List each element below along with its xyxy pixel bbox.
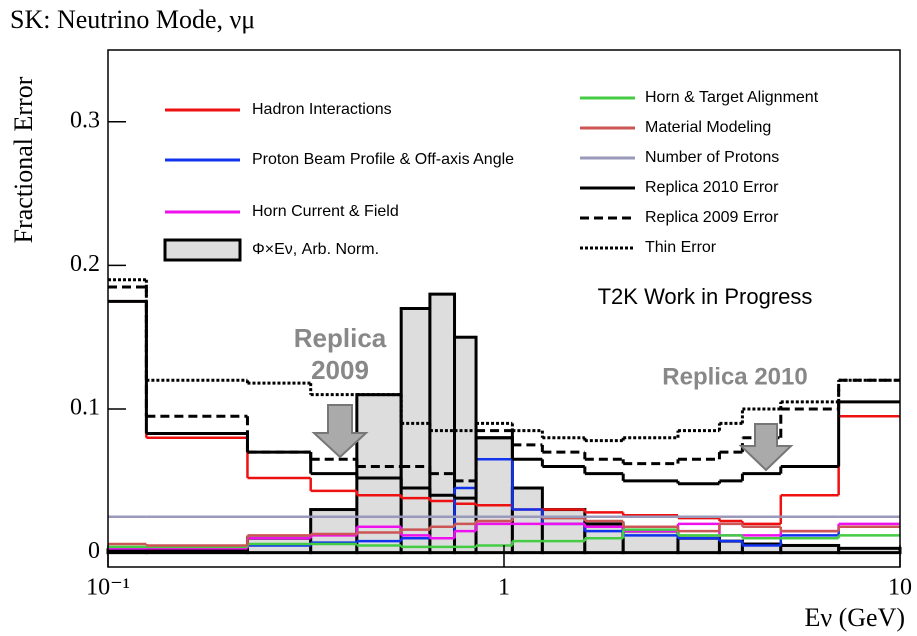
arrow	[311, 404, 369, 459]
legend-label: Material Modeling	[645, 119, 771, 136]
legend-label: Horn Current & Field	[252, 203, 399, 220]
legend-label: Proton Beam Profile & Off-axis Angle	[252, 151, 514, 168]
legend-label: Number of Protons	[645, 149, 779, 166]
flux-bar	[355, 393, 403, 555]
x-tick-label: 10⁻¹	[86, 575, 130, 601]
flux-bar	[717, 539, 744, 555]
legend-label: Horn & Target Alignment	[645, 89, 819, 106]
y-tick-label: 0.3	[70, 107, 100, 133]
legend-swatch	[163, 238, 242, 262]
legend-label: Φ×Eν, Arb. Norm.	[252, 241, 379, 258]
x-axis-label: Eν (GeV)	[804, 603, 905, 632]
y-tick-label: 0.2	[70, 251, 100, 277]
annotation: Replica 2010	[662, 363, 807, 390]
flux-bar	[510, 486, 544, 555]
flux-bar	[428, 292, 457, 555]
annotation: 2009	[311, 355, 369, 385]
flux-bar	[144, 548, 249, 555]
flux-bar	[474, 436, 514, 555]
x-tick-label: 10	[888, 575, 912, 601]
y-axis-label: Fractional Error	[9, 76, 38, 243]
legend-label: Replica 2009 Error	[645, 209, 779, 226]
legend-label: Hadron Interactions	[252, 101, 392, 118]
annotation: T2K Work in Progress	[598, 284, 813, 309]
annotation: Replica	[294, 323, 387, 353]
arrow	[738, 423, 794, 472]
y-tick-label: 0	[88, 538, 100, 564]
legend-label: Replica 2010 Error	[645, 179, 779, 196]
chart-title: SK: Neutrino Mode, νμ	[10, 5, 255, 34]
flux-bar	[779, 543, 841, 555]
x-tick-label: 1	[498, 575, 510, 601]
flux-bar	[676, 536, 721, 555]
legend-label: Thin Error	[645, 239, 717, 256]
plot-area	[106, 278, 902, 555]
flux-bar	[453, 335, 478, 555]
flux-bar	[837, 546, 902, 555]
y-tick-label: 0.1	[70, 395, 100, 421]
